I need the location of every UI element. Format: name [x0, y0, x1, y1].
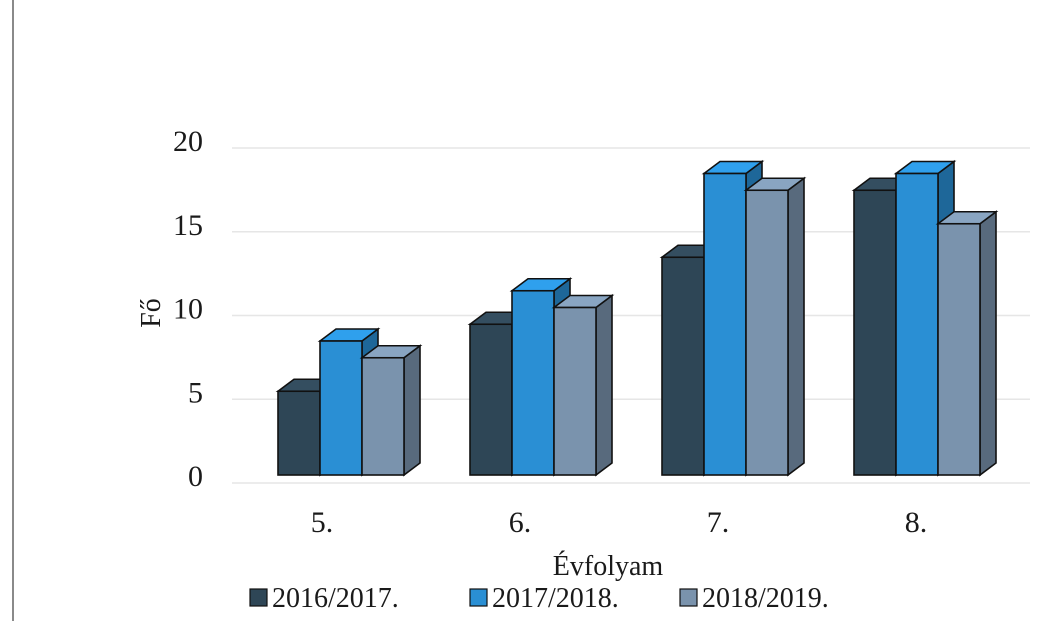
page-edge-line [12, 0, 14, 621]
x-tick-label: 7. [707, 506, 730, 539]
x-tick-labels: 5. 6. 7. 8. [311, 506, 928, 539]
legend-label: 2018/2019. [702, 583, 829, 614]
y-tick-label: 0 [188, 460, 203, 493]
y-tick-label: 20 [173, 125, 203, 158]
y-tick-labels: 0 5 10 15 20 [173, 125, 203, 493]
bar [935, 210, 999, 477]
y-tick-label: 15 [173, 209, 203, 242]
legend-label: 2016/2017. [272, 583, 399, 614]
bar [743, 176, 807, 477]
legend-swatch [679, 588, 698, 607]
y-tick-label: 10 [173, 293, 203, 326]
bar [551, 293, 615, 477]
legend-swatch [469, 588, 488, 607]
legend-item: 2016/2017. [249, 583, 399, 614]
legend: 2016/2017. 2017/2018. 2018/2019. [249, 583, 829, 614]
x-tick-label: 8. [905, 506, 928, 539]
y-tick-label: 5 [188, 376, 203, 409]
legend-label: 2017/2018. [492, 583, 619, 614]
bars [275, 159, 999, 477]
x-axis-title: Évfolyam [553, 551, 664, 582]
legend-swatch [249, 588, 268, 607]
bar [359, 344, 423, 477]
legend-item: 2017/2018. [469, 583, 619, 614]
x-tick-label: 5. [311, 506, 334, 539]
x-tick-label: 6. [509, 506, 532, 539]
y-axis-title: Fő [136, 298, 167, 328]
legend-item: 2018/2019. [679, 583, 829, 614]
